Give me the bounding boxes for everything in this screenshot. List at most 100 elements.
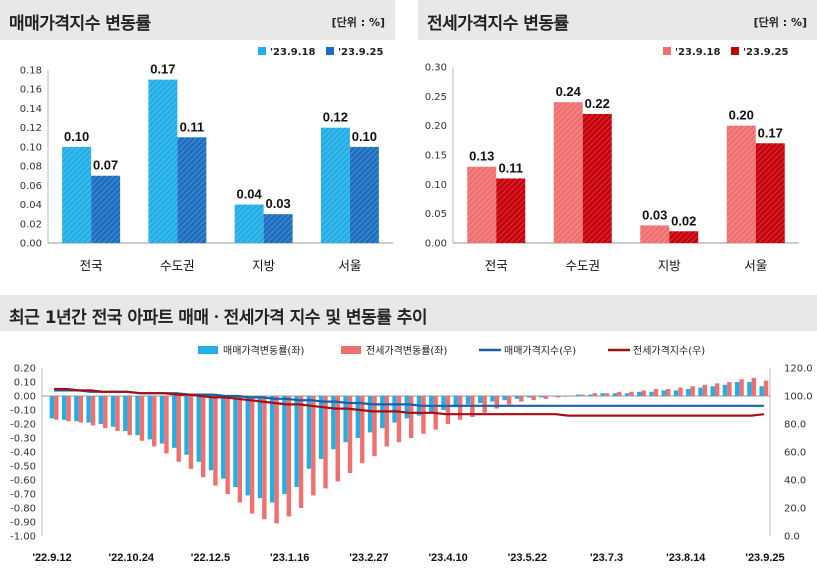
bar — [640, 225, 670, 243]
y-tick-label: 0.10 — [20, 142, 42, 153]
bar — [234, 204, 264, 243]
bar — [66, 396, 71, 422]
y-tick-label: 0.08 — [20, 162, 42, 173]
bar — [690, 386, 695, 396]
bar — [409, 396, 414, 438]
right-tick-label: 0.0 — [784, 532, 800, 543]
bar — [225, 396, 230, 494]
bar — [568, 396, 573, 397]
trend-panel-header: 최근 1년간 전국 아파트 매매ㆍ전세가격 지수 및 변동률 추이 — [0, 295, 817, 331]
bar — [531, 396, 536, 401]
bar — [649, 391, 654, 396]
x-tick-label: '22.10.24 — [109, 552, 155, 564]
bar — [360, 396, 365, 464]
bar — [714, 383, 720, 396]
category-label: 전국 — [485, 258, 508, 273]
y-tick-label: 0.00 — [425, 239, 447, 250]
bar — [61, 396, 67, 420]
bar — [343, 396, 348, 443]
bar — [727, 382, 732, 396]
category-label: 전국 — [80, 258, 103, 273]
legend-swatch — [341, 346, 361, 354]
right-tick-label: 120.0 — [784, 364, 813, 375]
bar — [200, 396, 206, 478]
bar — [686, 389, 691, 396]
category-label: 수도권 — [160, 258, 195, 273]
bar — [115, 396, 120, 431]
bar — [311, 396, 316, 496]
bar — [355, 396, 361, 438]
x-tick-label: '23.2.27 — [349, 552, 388, 564]
bar — [237, 396, 243, 503]
right-tick-label: 100.0 — [784, 392, 813, 403]
legend-swatch — [258, 47, 266, 55]
bar — [213, 396, 218, 486]
legend-label: 전세가격지수(우) — [633, 344, 705, 357]
data-label: 0.03 — [642, 207, 667, 222]
y-tick-label: 0.10 — [425, 180, 447, 191]
data-label: 0.10 — [64, 129, 89, 144]
bar — [384, 396, 389, 447]
bar — [177, 137, 207, 243]
lease-index-line — [54, 387, 765, 417]
bar — [612, 393, 618, 396]
left-tick-label: 0.20 — [14, 364, 36, 375]
category-label: 서울 — [744, 258, 767, 273]
y-tick-label: 0.18 — [20, 66, 42, 77]
legend-swatch — [731, 47, 739, 55]
bar — [624, 393, 630, 396]
lease-panel-unit: [단위 : %] — [753, 16, 807, 29]
bar — [188, 396, 194, 469]
bar — [543, 396, 549, 399]
y-tick-label: 0.02 — [20, 219, 42, 230]
bar — [349, 146, 379, 243]
bar — [91, 175, 121, 243]
bar — [172, 396, 177, 448]
bar — [669, 231, 699, 243]
data-label: 0.04 — [236, 187, 262, 202]
bar — [269, 396, 275, 503]
bar — [298, 396, 304, 508]
bar — [396, 396, 402, 443]
bar — [553, 102, 583, 243]
bar — [526, 396, 532, 398]
bar — [429, 396, 434, 413]
bar — [747, 382, 752, 396]
bar — [159, 396, 165, 444]
data-label: 0.02 — [671, 213, 696, 228]
bar — [233, 396, 238, 487]
bar — [678, 387, 683, 396]
y-tick-label: 0.20 — [425, 121, 447, 132]
bar — [465, 396, 471, 405]
right-tick-label: 60.0 — [784, 448, 806, 459]
data-label: 0.11 — [498, 160, 523, 175]
lease-panel-header: 전세가격지수 변동률 [단위 : %] — [418, 0, 817, 40]
data-label: 0.03 — [265, 196, 290, 211]
x-tick-label: '22.9.12 — [32, 552, 71, 564]
bar — [347, 396, 353, 473]
bar — [62, 146, 92, 243]
data-label: 0.20 — [729, 108, 754, 123]
left-tick-label: -1.00 — [10, 532, 36, 543]
left-tick-label: -0.20 — [10, 420, 36, 431]
bar — [665, 389, 671, 396]
bar — [588, 394, 593, 396]
bar — [78, 396, 83, 423]
trend-combo-chart: -1.00 -0.90 -0.80 -0.70 -0.60 -0.50 -0.40 -0.30… — [10, 344, 813, 564]
bar — [661, 390, 666, 396]
y-tick-label: 0.12 — [20, 123, 42, 134]
bar — [502, 396, 507, 401]
bar — [176, 396, 181, 462]
bar — [592, 393, 597, 396]
legend-swatch — [663, 47, 671, 55]
bar — [726, 125, 756, 243]
left-tick-label: -0.10 — [10, 406, 36, 417]
trend-panel-title: 최근 1년간 전국 아파트 매매ㆍ전세가격 지수 및 변동률 추이 — [9, 308, 428, 328]
left-tick-label: -0.70 — [10, 490, 36, 501]
bar — [123, 396, 128, 431]
x-tick-label: '23.4.10 — [428, 552, 467, 564]
bar — [653, 389, 659, 396]
data-label: 0.12 — [323, 110, 348, 125]
bar — [286, 396, 292, 517]
right-tick-label: 80.0 — [784, 420, 806, 431]
